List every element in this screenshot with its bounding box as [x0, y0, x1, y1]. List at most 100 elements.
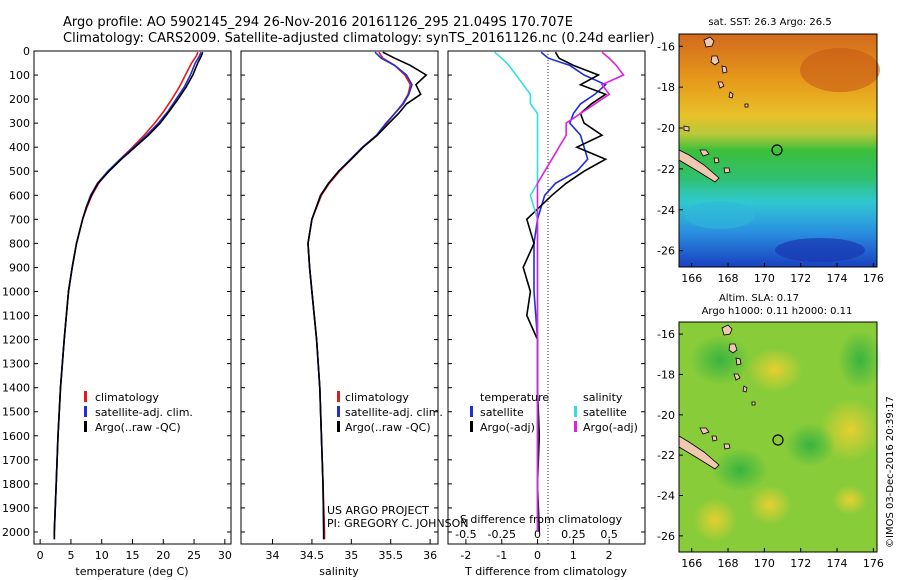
sst-map: [678, 33, 880, 268]
sla-map: [678, 321, 882, 553]
sla-map-subtitle: Argo h1000: 0.11 h2000: 0.11: [702, 306, 853, 317]
vanuatu-islands: [721, 324, 756, 406]
map-x-tick-label: 166: [681, 272, 702, 285]
vanuatu-islands: [703, 36, 749, 108]
legend-label-satellite: satellite-adj. clim.: [95, 406, 193, 419]
x2-tick-label: 0: [534, 528, 541, 541]
x-tick-label: 34.5: [300, 549, 325, 562]
legend-swatch-s-argo: [574, 421, 577, 432]
new-caledonia: [678, 435, 720, 470]
depth-tick-label: 1800: [2, 478, 30, 491]
x-tick-label: 35.5: [378, 549, 403, 562]
legend-swatch-t-argo: [470, 421, 473, 432]
sla-yellow-blob-1: [747, 348, 803, 392]
x2-tick-label: 0.5: [600, 528, 618, 541]
sla-yellow-blob-4: [693, 498, 737, 542]
depth-tick-label: 600: [9, 189, 30, 202]
x2-tick-label: 0.25: [561, 528, 586, 541]
sla-green-blob-3: [712, 448, 768, 492]
x-tick-label: 5: [67, 549, 74, 562]
series-line-climatology: [307, 51, 412, 540]
x2-tick-label: -0.25: [487, 528, 515, 541]
salinity-series: [307, 51, 428, 540]
map-x-tick-label: 174: [827, 272, 848, 285]
depth-tick-label: 1300: [2, 358, 30, 371]
map-x-tick-label: 166: [681, 557, 702, 570]
sla-green-blob-1: [690, 335, 750, 385]
legend-label-s-satellite: satellite: [583, 406, 627, 419]
argo-float-marker-sla: [772, 434, 784, 446]
series-line-argo-raw-qc-: [53, 51, 204, 540]
depth-tick-label: 500: [9, 165, 30, 178]
salinity-x-axis: 34 34.5 35 35.5 36: [266, 539, 437, 562]
t-difference-axis-label: T difference from climatology: [464, 565, 627, 578]
sst-map-title: sat. SST: 26.3 Argo: 26.5: [708, 17, 831, 28]
salinity-panel-frame: [240, 50, 439, 545]
legend-label-argo: Argo(..raw -QC): [345, 421, 431, 434]
temperature-x-axis: 0 5 10 15 20 25 30: [37, 539, 232, 562]
map-y-tick-label: -24: [657, 490, 675, 503]
series-line-s-argo-adj-: [536, 51, 625, 532]
map-y-tick-label: -20: [657, 122, 675, 135]
depth-tick-label: 100: [9, 69, 30, 82]
map-x-tick-label: 176: [863, 272, 884, 285]
legend-label-argo: Argo(..raw -QC): [95, 421, 181, 434]
depth-tick-label: 1900: [2, 502, 30, 515]
map-x-tick-label: 170: [754, 557, 775, 570]
legend-swatch-satellite: [84, 406, 87, 417]
legend-swatch-satellite: [337, 406, 340, 417]
loyalty-islands: [683, 125, 731, 174]
legend-swatch-argo: [337, 421, 340, 432]
x-tick-label: 15: [126, 549, 140, 562]
x-tick-label: 1: [570, 549, 577, 562]
legend-label-climatology: climatology: [345, 391, 409, 404]
depth-tick-label: 1500: [2, 406, 30, 419]
depth-tick-label: 300: [9, 117, 30, 130]
sla-map-title: Altim. SLA: 0.17: [719, 293, 799, 304]
map-x-tick-label: 176: [863, 557, 884, 570]
sst-warm-patch: [800, 48, 880, 92]
difference-series: [494, 51, 625, 533]
legend-label-climatology: climatology: [95, 391, 159, 404]
map-x-tick-label: 168: [718, 272, 739, 285]
sla-yellow-blob-2: [820, 398, 880, 462]
x2-tick-label: -0.5: [455, 528, 476, 541]
sst-map-x-axis: 166 168 170 172 174 176: [681, 263, 884, 285]
map-y-tick-label: -18: [657, 81, 675, 94]
header-line-2: Climatology: CARS2009. Satellite-adjuste…: [63, 31, 655, 46]
map-y-tick-label: -16: [657, 40, 675, 53]
legend-swatch-climatology: [337, 391, 340, 402]
header-line-1: Argo profile: AO 5902145_294 26-Nov-2016…: [63, 15, 573, 30]
map-x-tick-label: 174: [827, 557, 848, 570]
x-tick-label: 30: [218, 549, 232, 562]
x-tick-label: 0: [534, 549, 541, 562]
temperature-series: [53, 51, 204, 540]
map-x-tick-label: 172: [790, 557, 811, 570]
map-x-tick-label: 168: [718, 557, 739, 570]
depth-tick-label: 2000: [2, 526, 30, 539]
legend-label-satellite: satellite-adj. clim.: [345, 406, 443, 419]
difference-x-axis: -2 -1 0 1 2: [460, 539, 613, 562]
difference-legend: temperature satellite Argo(-adj) salinit…: [470, 391, 638, 434]
x-tick-label: 35: [344, 549, 358, 562]
depth-tick-label: 200: [9, 93, 30, 106]
depth-tick-label: 1000: [2, 285, 30, 298]
legend-heading-salinity: salinity: [583, 391, 623, 404]
depth-tick-label: 700: [9, 213, 30, 226]
temperature-legend: climatology satellite-adj. clim. Argo(..…: [84, 391, 193, 434]
legend-label-s-argo: Argo(-adj): [583, 421, 638, 434]
map-y-tick-label: -20: [657, 409, 675, 422]
sla-map-y-axis: -16 -18 -20 -22 -24 -26: [657, 328, 683, 543]
x-tick-label: 2: [606, 549, 613, 562]
sla-yellow-blob-3: [748, 485, 792, 525]
depth-tick-label: 1400: [2, 382, 30, 395]
series-line-satellite-adj-clim-: [53, 51, 202, 540]
sst-cool-patch: [685, 201, 755, 229]
map-x-tick-label: 172: [790, 272, 811, 285]
salinity-difference-x-axis: -0.5 -0.25 0 0.25 0.5: [455, 528, 618, 541]
map-y-tick-label: -24: [657, 204, 675, 217]
series-line-t-satellite: [533, 51, 608, 532]
salinity-axis-label: salinity: [319, 565, 359, 578]
sla-yellow-blob-5: [832, 485, 868, 515]
